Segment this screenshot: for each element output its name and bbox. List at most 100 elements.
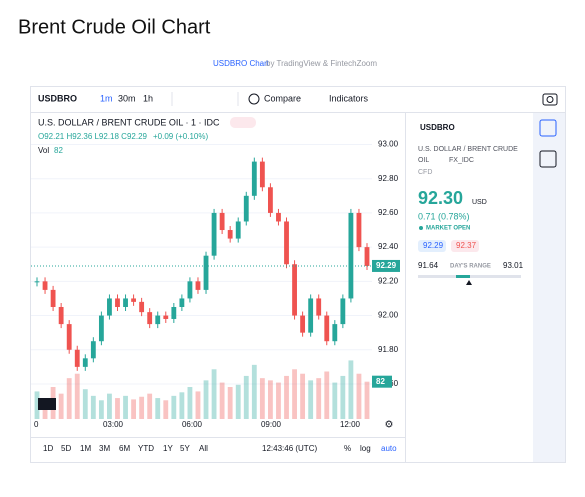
volume-bar — [195, 391, 201, 419]
interval[interactable]: 30m — [118, 93, 136, 103]
candle-body — [316, 298, 322, 316]
detail-symbol: USDBRO — [420, 123, 455, 132]
detail-status: MARKET OPEN — [426, 226, 470, 232]
range-button[interactable]: 3M — [99, 444, 110, 453]
calendar-icon[interactable] — [539, 150, 557, 168]
candle-body — [364, 247, 370, 266]
volume-bar — [235, 384, 241, 419]
ask-badge — [451, 240, 479, 252]
candle-body — [348, 212, 354, 299]
scale-option[interactable]: auto — [381, 444, 397, 453]
candle-body — [66, 324, 72, 350]
settings-icon: ⚙ — [385, 420, 394, 431]
detail-change: 0.71 (0.78%) — [418, 211, 470, 221]
volume-bar — [131, 399, 136, 419]
volume-bar — [90, 395, 96, 419]
volume-bar — [324, 371, 330, 419]
range-button[interactable]: All — [199, 444, 208, 453]
volume-bar — [332, 382, 338, 419]
volume-bar — [300, 373, 306, 419]
candle-body — [90, 341, 96, 359]
detail-low: 91.64 — [418, 261, 439, 270]
ohlc-values: O92.21 H92.36 L92.18 C92.29 — [38, 132, 148, 141]
detail-ask: 92.37 — [456, 241, 477, 250]
range-button[interactable]: YTD — [138, 444, 154, 453]
candle-body — [74, 349, 80, 367]
volume-bar — [179, 392, 185, 419]
candle-body — [195, 281, 201, 290]
camera-icon[interactable] — [542, 93, 558, 106]
compare-button[interactable]: Compare — [264, 93, 301, 103]
detail-name: U.S. DOLLAR / BRENT CRUDE — [418, 146, 518, 153]
volume-bar — [348, 360, 354, 419]
range-button[interactable]: 1M — [80, 444, 91, 453]
interval[interactable]: 1h — [143, 93, 153, 103]
credit-link[interactable]: USDBRO Chart — [213, 59, 270, 68]
watchlist-icon[interactable] — [539, 119, 557, 137]
candle-body — [50, 289, 56, 307]
last-price-label: 92.29 — [376, 261, 397, 270]
volume-bar — [203, 380, 209, 419]
candle-body — [340, 298, 346, 325]
volume-bar — [187, 387, 193, 419]
volume-bar — [163, 400, 169, 419]
volume-bar — [123, 395, 128, 419]
volume-bar — [356, 373, 362, 419]
y-tick-label: 92.20 — [378, 276, 399, 285]
scale-option[interactable]: log — [360, 444, 371, 453]
range-button[interactable]: 5D — [61, 444, 71, 453]
status-badge — [230, 117, 256, 128]
x-tick-label: 03:00 — [103, 420, 124, 429]
volume-bar — [34, 391, 40, 419]
ohlc-change: +0.09 (+0.10%) — [153, 132, 208, 141]
volume-bar — [219, 382, 225, 419]
range-button[interactable]: 1Y — [163, 444, 173, 453]
volume-bar — [227, 387, 233, 419]
series-name: U.S. DOLLAR / BRENT CRUDE OIL · 1 · IDC — [38, 117, 220, 127]
candle-body — [115, 298, 120, 307]
volume-bar — [340, 375, 346, 419]
volume-bar — [171, 395, 177, 419]
candle-body — [163, 315, 169, 319]
candle-body — [82, 358, 88, 367]
volume-bar — [74, 373, 80, 419]
detail-exchange: FX_IDC — [449, 157, 474, 164]
volume-bar — [284, 375, 289, 419]
page-title: Brent Crude Oil Chart — [18, 16, 211, 38]
candle-body — [58, 307, 64, 325]
detail-bid: 92.29 — [423, 241, 444, 250]
x-tick-label: 0 — [34, 420, 39, 429]
candle-body — [123, 298, 128, 307]
detail-high: 93.01 — [503, 261, 524, 270]
candle-body — [42, 281, 48, 290]
last-price-box — [372, 259, 400, 272]
volume-bar — [364, 381, 370, 419]
indicators-button[interactable]: Indicators — [329, 93, 369, 103]
volume-bar — [82, 389, 88, 419]
volume-bar — [58, 393, 64, 419]
camera-lens — [546, 96, 554, 103]
volume-bar — [308, 380, 314, 419]
candle-body — [131, 298, 136, 302]
volume-bar — [268, 380, 273, 419]
interval[interactable]: 1m — [100, 93, 113, 103]
scale-option[interactable]: % — [344, 444, 351, 453]
toolbar-symbol[interactable]: USDBRO — [38, 93, 77, 103]
volume-bar — [316, 378, 322, 419]
volume-bar — [211, 369, 217, 419]
candle-body — [243, 195, 249, 222]
widget-frame — [30, 86, 566, 463]
volume-bar — [251, 364, 257, 419]
tv-logo — [38, 398, 56, 410]
sidebar — [533, 113, 565, 462]
credit-text: by TradingView & FintechZoom — [266, 59, 377, 68]
range-button[interactable]: 6M — [119, 444, 130, 453]
y-tick-label: 92.60 — [378, 208, 399, 217]
range-button[interactable]: 5Y — [180, 444, 190, 453]
range-button[interactable]: 1D — [43, 444, 53, 453]
candle-body — [139, 301, 145, 313]
candle-body — [251, 161, 257, 196]
volume-bar — [155, 398, 161, 419]
candle-body — [292, 264, 297, 316]
